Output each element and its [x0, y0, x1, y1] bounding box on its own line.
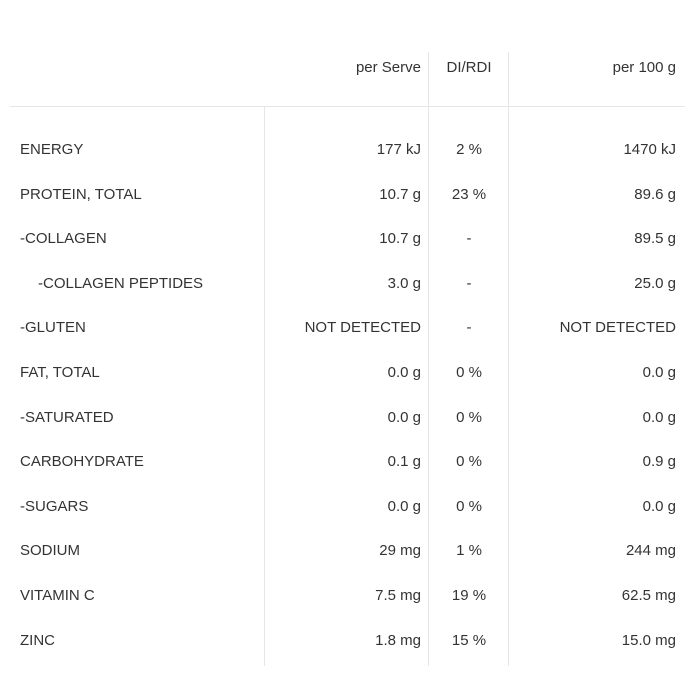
per-serve-value: 3.0 g — [387, 274, 421, 292]
row-label: -SATURATED — [20, 408, 114, 426]
row-label: -COLLAGEN — [20, 230, 107, 248]
per-100g-value: 89.5 g — [634, 230, 676, 248]
per-100g-value: 244 mg — [625, 542, 676, 560]
header-divider — [10, 106, 685, 107]
per-100g-value: NOT DETECTED — [559, 319, 676, 337]
row-label: ZINC — [20, 631, 55, 649]
per-100g-value: 89.6 g — [634, 185, 676, 203]
header-per-100g: per 100 g — [612, 59, 676, 76]
di-rdi-value: 0 % — [456, 497, 482, 515]
per-serve-value: 0.0 g — [387, 364, 421, 381]
di-rdi-value: - — [466, 274, 472, 292]
per-100g-value: 0.9 g — [642, 453, 676, 471]
per-100g-value: 1470 kJ — [623, 141, 676, 158]
row-label: -GLUTEN — [20, 319, 86, 337]
row-label: SODIUM — [20, 542, 80, 560]
row-label: FAT, TOTAL — [20, 364, 100, 381]
row-label: -COLLAGEN PEPTIDES — [38, 274, 204, 292]
per-100g-value: 62.5 mg — [621, 587, 676, 604]
row-label: ENERGY — [20, 141, 84, 158]
per-100g-value: 25.0 g — [634, 274, 676, 292]
column-divider — [264, 106, 265, 666]
per-serve-value: 0.0 g — [387, 497, 421, 515]
per-serve-value: 0.1 g — [387, 453, 421, 471]
per-serve-value: NOT DETECTED — [304, 319, 421, 337]
per-100g-value: 0.0 g — [642, 364, 676, 381]
per-serve-value: 0.0 g — [387, 408, 421, 426]
di-rdi-value: 1 % — [456, 542, 482, 560]
row-label: CARBOHYDRATE — [20, 453, 144, 471]
per-serve-value: 7.5 mg — [375, 587, 421, 604]
column-divider — [428, 52, 429, 666]
row-label: -SUGARS — [20, 497, 89, 515]
per-serve-value: 29 mg — [379, 542, 421, 560]
di-rdi-value: 0 % — [456, 408, 482, 426]
di-rdi-value: 15 % — [451, 631, 487, 649]
header-di-rdi: DI/RDI — [446, 59, 492, 76]
di-rdi-value: - — [466, 319, 472, 337]
di-rdi-value: 0 % — [456, 364, 482, 381]
di-rdi-value: 2 % — [456, 141, 482, 158]
header-per-serve: per Serve — [355, 59, 421, 76]
di-rdi-value: - — [466, 230, 472, 248]
column-divider — [508, 52, 509, 666]
per-100g-value: 0.0 g — [642, 408, 676, 426]
di-rdi-value: 23 % — [451, 185, 487, 203]
per-serve-value: 10.7 g — [379, 185, 421, 203]
per-100g-value: 0.0 g — [642, 497, 676, 515]
per-100g-value: 15.0 mg — [621, 631, 676, 649]
per-serve-value: 10.7 g — [379, 230, 421, 248]
per-serve-value: 1.8 mg — [375, 631, 421, 649]
di-rdi-value: 0 % — [456, 453, 482, 471]
per-serve-value: 177 kJ — [376, 141, 421, 158]
row-label: PROTEIN, TOTAL — [20, 185, 142, 203]
row-label: VITAMIN C — [20, 587, 95, 604]
di-rdi-value: 19 % — [451, 587, 487, 604]
